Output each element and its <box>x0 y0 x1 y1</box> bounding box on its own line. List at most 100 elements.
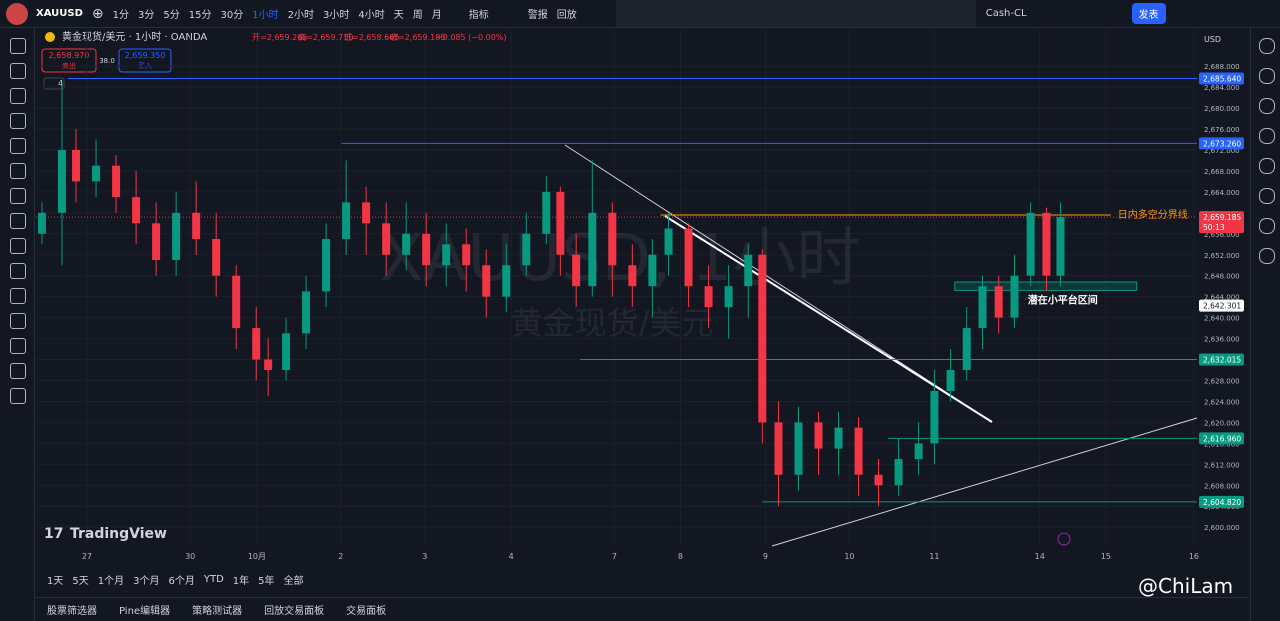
range-button[interactable]: 5年 <box>258 575 275 587</box>
tool-icon[interactable] <box>10 238 26 254</box>
candle-body <box>132 197 141 224</box>
sidebar-icon[interactable] <box>1259 158 1275 174</box>
tool-icon[interactable] <box>10 388 26 404</box>
interval[interactable]: 15分 <box>188 10 212 21</box>
interval[interactable]: 月 <box>431 10 442 21</box>
watermark: XAUUSD, 1小时 <box>380 222 861 296</box>
range-button[interactable]: 6个月 <box>168 575 195 587</box>
candle-body <box>152 223 161 260</box>
candle-body <box>422 233 431 266</box>
candle-body <box>914 443 923 460</box>
avatar[interactable] <box>6 2 28 25</box>
range-button[interactable]: 1个月 <box>97 575 125 587</box>
candle-body <box>572 254 581 287</box>
tool-icon[interactable] <box>10 163 26 179</box>
interval[interactable]: 5分 <box>163 10 180 21</box>
interval[interactable]: 3分 <box>138 10 155 21</box>
sidebar-icon[interactable] <box>1259 128 1275 144</box>
tool-icon[interactable] <box>10 288 26 304</box>
interval[interactable]: 1分 <box>112 10 129 21</box>
trend-line[interactable] <box>771 417 1198 547</box>
panel-tab[interactable]: 股票筛选器 <box>47 605 97 617</box>
collapse-box[interactable] <box>43 77 65 90</box>
symbol[interactable]: XAUUSD <box>36 8 83 19</box>
tool-icon[interactable] <box>10 313 26 329</box>
candle-body <box>874 474 883 486</box>
y-tick-label: 2,620.000 <box>1204 419 1240 427</box>
tool-icon[interactable] <box>10 38 26 54</box>
replay[interactable]: 回放 <box>556 10 577 21</box>
candle-body <box>704 286 713 308</box>
tool-icon[interactable] <box>10 338 26 354</box>
sell-label: 卖出 <box>62 61 76 70</box>
candle-body <box>522 233 531 266</box>
bottom-bar: 1天 5天 1个月 3个月 6个月 YTD 1年 5年 全部 股票筛选器 Pine编辑器 策略测试器… <box>35 568 1249 621</box>
tool-icon[interactable] <box>10 188 26 204</box>
range-button[interactable]: 1天 <box>47 575 64 587</box>
interval[interactable]: 1小时 <box>252 10 279 21</box>
alert[interactable]: 警报 <box>527 10 548 21</box>
tool-icon[interactable] <box>10 63 26 79</box>
countdown: 50:13 <box>1203 223 1225 232</box>
currency[interactable]: USD <box>1204 35 1221 44</box>
buy-box[interactable] <box>118 48 172 73</box>
add-symbol[interactable]: ⊕ <box>91 5 104 22</box>
sidebar-icon[interactable] <box>1259 38 1275 54</box>
tool-icon[interactable] <box>10 363 26 379</box>
y-tick-label: 2,656.000 <box>1204 231 1240 239</box>
range-button[interactable]: 全部 <box>283 575 304 587</box>
range-button[interactable]: YTD <box>203 573 224 585</box>
left-toolbar <box>0 28 35 621</box>
interval[interactable]: 周 <box>412 10 423 21</box>
panel-tabs: 股票筛选器 Pine编辑器 策略测试器 回放交易面板 交易面板 <box>35 597 1249 620</box>
range-button[interactable]: 3个月 <box>133 575 160 587</box>
interval[interactable]: 3小时 <box>322 10 350 21</box>
tool-icon[interactable] <box>10 263 26 279</box>
panel-tab[interactable]: 回放交易面板 <box>264 605 325 617</box>
interval[interactable]: 4小时 <box>358 10 385 21</box>
candle-body <box>994 286 1003 318</box>
sidebar-icon[interactable] <box>1259 218 1275 234</box>
panel-tab[interactable]: 策略测试器 <box>192 605 243 617</box>
panel-tab[interactable]: 交易面板 <box>346 605 387 617</box>
candle-body <box>758 254 767 423</box>
indicators[interactable]: 指标 <box>468 10 489 21</box>
symbol-icon <box>45 32 55 42</box>
sidebar-icon[interactable] <box>1259 98 1275 114</box>
publish-button[interactable]: 发表 <box>1131 3 1166 24</box>
y-tick-label: 2,644.000 <box>1204 294 1240 302</box>
layout[interactable]: Cash-CL <box>985 8 1027 19</box>
x-tick-label: 15 <box>1101 552 1111 561</box>
zone-box <box>954 281 1138 291</box>
interval[interactable]: 30分 <box>220 10 244 21</box>
watermark-sub: 黄金现货/美元 <box>511 304 714 342</box>
tool-icon[interactable] <box>10 88 26 104</box>
candle-body <box>930 390 939 444</box>
tool-icon[interactable] <box>10 113 26 129</box>
sell-box[interactable] <box>41 48 97 73</box>
event-icon[interactable] <box>1057 532 1071 546</box>
range-button[interactable]: 1年 <box>232 575 250 587</box>
y-tick-label: 2,668.000 <box>1204 168 1240 176</box>
interval[interactable]: 2小时 <box>287 10 314 21</box>
sidebar-icon[interactable] <box>1259 68 1275 84</box>
trend-line[interactable] <box>664 215 993 423</box>
y-tick-label: 2,652.000 <box>1204 252 1240 260</box>
candle-body <box>774 422 783 475</box>
tool-icon[interactable] <box>10 138 26 154</box>
x-tick-label: 14 <box>1035 552 1045 561</box>
chart: 黄金现货/美元 · 1小时 · OANDA 2,658.970 卖出 38.0 … <box>36 30 1249 561</box>
candle-body <box>1056 217 1065 276</box>
sidebar-icon[interactable] <box>1259 188 1275 204</box>
tool-icon[interactable] <box>10 213 26 229</box>
sidebar-icon[interactable] <box>1259 248 1275 264</box>
candle-body <box>502 265 511 297</box>
candle-body <box>814 422 823 449</box>
trend-line[interactable] <box>564 144 993 423</box>
candle-body <box>72 149 81 182</box>
range-button[interactable]: 5天 <box>72 575 89 587</box>
interval[interactable]: 天 <box>393 10 404 21</box>
drawing-toolbar <box>615 0 976 27</box>
panel-tab[interactable]: Pine编辑器 <box>119 605 171 617</box>
x-tick-label: 4 <box>509 552 514 561</box>
